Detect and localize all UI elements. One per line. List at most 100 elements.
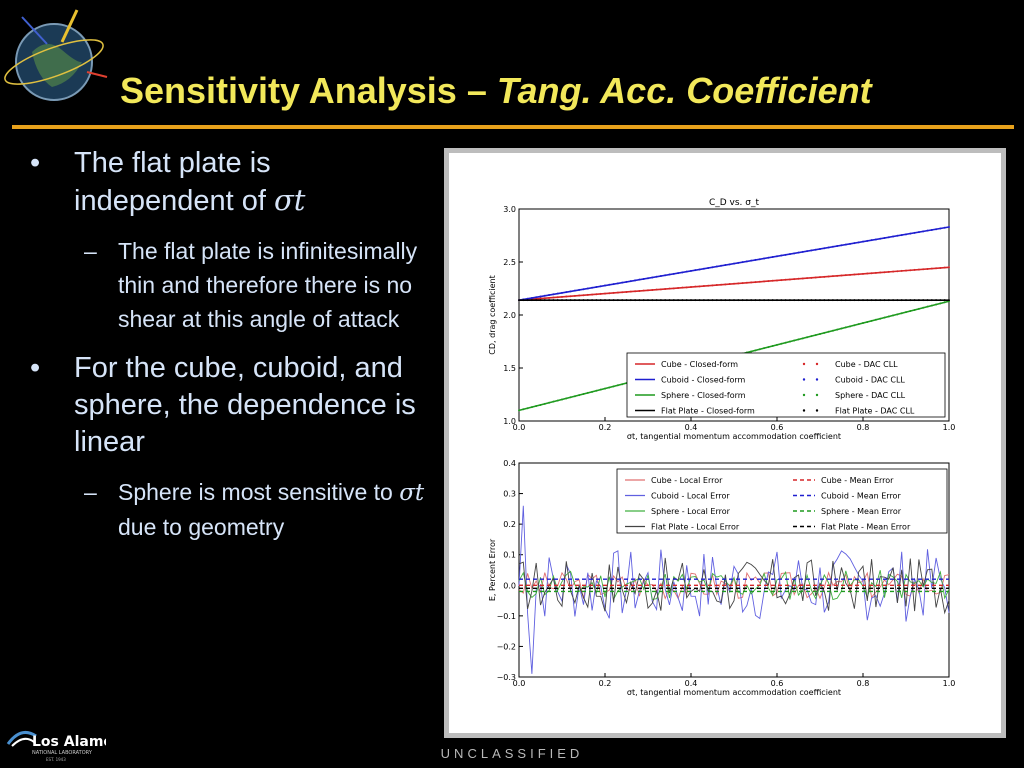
dac-point	[664, 299, 667, 302]
legend-label: Sphere - Local Error	[651, 507, 731, 516]
dac-point	[935, 228, 938, 231]
dac-point	[806, 277, 809, 280]
x-axis-label: σt, tangential momentum accommodation co…	[627, 688, 841, 697]
dac-point	[758, 280, 761, 283]
sub-bullet-text: The flat plate is infinitesimally thin a…	[118, 238, 418, 332]
dac-point	[892, 299, 895, 302]
dac-point	[788, 253, 791, 256]
dac-point	[750, 281, 753, 284]
dac-point	[844, 299, 847, 302]
legend-label: Cuboid - Local Error	[651, 492, 730, 501]
dac-point	[634, 290, 637, 293]
dac-point	[788, 340, 791, 343]
dac-point	[608, 292, 611, 295]
dac-point	[754, 281, 757, 284]
dac-point	[935, 267, 938, 270]
dac-point	[634, 279, 637, 282]
dac-point	[677, 272, 680, 275]
dac-point	[659, 275, 662, 278]
dac-point	[552, 296, 555, 299]
dac-point	[741, 299, 744, 302]
dac-point	[608, 386, 611, 389]
dac-point	[539, 403, 542, 406]
dac-point	[750, 259, 753, 262]
dac-point	[668, 299, 671, 302]
dac-point	[565, 291, 568, 294]
dac-point	[685, 286, 688, 289]
dac-point	[578, 394, 581, 397]
dac-point	[840, 299, 843, 302]
dac-point	[797, 299, 800, 302]
x-tick-label: 0.4	[685, 679, 698, 688]
y-tick-label: 1.0	[503, 417, 516, 426]
y-tick-label: 2.5	[503, 258, 516, 267]
dac-point	[543, 297, 546, 300]
dac-point	[750, 350, 753, 353]
dac-point	[793, 339, 796, 342]
dac-point	[767, 346, 770, 349]
dac-point	[810, 299, 813, 302]
dac-point	[870, 319, 873, 322]
dac-point	[573, 299, 576, 302]
dac-point	[651, 299, 654, 302]
dac-point	[655, 299, 658, 302]
dac-point	[754, 299, 757, 302]
dac-point	[788, 299, 791, 302]
dac-point	[573, 294, 576, 297]
title-italic: Tang. Acc. Coefficient	[496, 70, 872, 111]
dac-point	[917, 231, 920, 234]
dac-point	[780, 279, 783, 282]
dac-point	[578, 288, 581, 291]
dac-point	[827, 299, 830, 302]
dac-point	[737, 282, 740, 285]
dac-point	[694, 299, 697, 302]
x-tick-label: 0.0	[513, 679, 526, 688]
dac-point	[561, 295, 563, 298]
y-tick-label: 0.2	[503, 520, 516, 529]
dac-point	[866, 320, 869, 323]
dac-point	[655, 288, 658, 291]
dac-point	[758, 348, 761, 351]
legend-label: Cuboid - Closed-form	[661, 376, 746, 385]
dac-point	[763, 257, 766, 260]
y-tick-label: 2.0	[503, 311, 516, 320]
dac-point	[823, 331, 826, 334]
dac-point	[702, 285, 705, 288]
dac-point	[883, 236, 886, 239]
title-divider	[12, 125, 1014, 129]
x-tick-label: 0.2	[599, 423, 612, 432]
dac-point	[629, 299, 632, 302]
dac-point	[595, 293, 598, 296]
dac-point	[900, 269, 903, 272]
y-tick-label: −0.3	[497, 673, 516, 682]
dac-point	[943, 299, 946, 302]
legend-dot	[802, 393, 806, 397]
dac-point	[595, 285, 598, 288]
dac-point	[733, 282, 735, 285]
dac-point	[711, 299, 714, 302]
dac-point	[853, 273, 856, 276]
dac-point	[806, 250, 809, 253]
dac-point	[930, 299, 933, 302]
dac-point	[797, 251, 800, 254]
dac-point	[552, 400, 555, 403]
dac-point	[604, 299, 606, 302]
dac-point	[836, 245, 839, 248]
y-tick-label: −0.2	[497, 642, 516, 651]
dac-point	[793, 278, 796, 281]
dac-point	[745, 281, 748, 284]
dac-point	[905, 299, 907, 302]
dac-point	[849, 242, 852, 245]
dac-point	[892, 235, 895, 238]
dac-point	[935, 303, 938, 306]
dac-point	[526, 297, 529, 300]
dac-point	[943, 226, 946, 229]
dac-point	[801, 337, 804, 340]
dac-point	[754, 349, 757, 352]
dac-point	[771, 299, 774, 302]
dac-point	[681, 271, 684, 274]
legend-label: Cuboid - Mean Error	[821, 492, 901, 501]
dac-point	[823, 299, 826, 302]
dac-point	[870, 299, 873, 302]
dac-point	[767, 299, 770, 302]
